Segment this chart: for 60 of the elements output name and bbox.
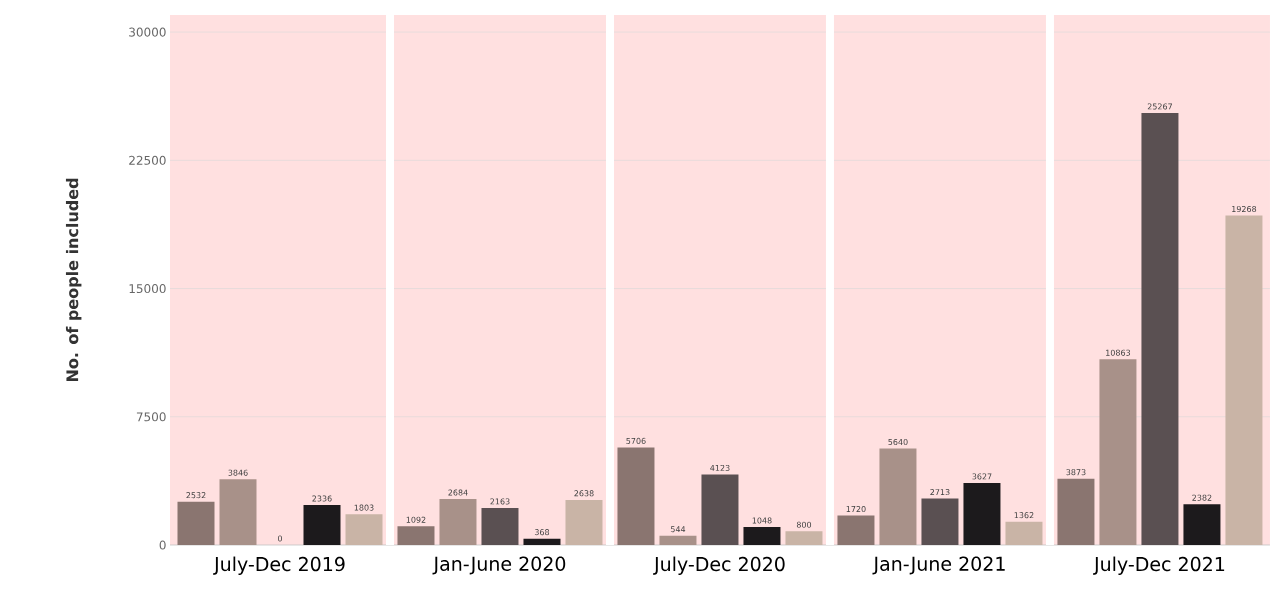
data-label: 19268 bbox=[1232, 205, 1257, 213]
bar bbox=[1057, 478, 1095, 545]
data-label: 2163 bbox=[490, 498, 510, 505]
bar bbox=[439, 499, 477, 545]
bar bbox=[565, 499, 603, 545]
bar bbox=[921, 498, 959, 545]
data-label: 10863 bbox=[1106, 349, 1131, 356]
data-label: 5706 bbox=[626, 437, 646, 444]
x-tick-label: July-Dec 2021 bbox=[1093, 556, 1225, 575]
data-label: 1362 bbox=[1014, 512, 1034, 519]
bar bbox=[345, 514, 383, 545]
data-label: 2382 bbox=[1192, 494, 1212, 501]
y-tick-label: 15000 bbox=[129, 284, 166, 294]
data-label: 368 bbox=[534, 529, 550, 536]
bar bbox=[1183, 504, 1221, 545]
data-label: 2684 bbox=[448, 489, 468, 496]
data-label: 0 bbox=[277, 535, 283, 542]
bar bbox=[523, 538, 561, 545]
data-label: 1092 bbox=[406, 516, 426, 523]
bar bbox=[785, 531, 823, 545]
x-tick-label: Jan-June 2021 bbox=[872, 556, 1005, 575]
data-label: 2638 bbox=[574, 490, 594, 497]
bar bbox=[1099, 359, 1137, 545]
data-label: 1803 bbox=[354, 504, 374, 511]
data-label: 800 bbox=[796, 521, 812, 528]
x-tick-label: July-Dec 2020 bbox=[653, 556, 785, 575]
bar bbox=[177, 501, 215, 545]
bar bbox=[481, 508, 519, 545]
bar bbox=[837, 515, 875, 545]
data-label: 3627 bbox=[972, 473, 992, 480]
bar bbox=[701, 474, 739, 545]
data-label: 4123 bbox=[710, 464, 730, 471]
data-label: 3873 bbox=[1066, 469, 1086, 476]
data-label: 544 bbox=[670, 526, 686, 533]
y-tick-label: 22500 bbox=[129, 155, 166, 165]
bar bbox=[617, 447, 655, 545]
x-tick-label: July-Dec 2019 bbox=[213, 556, 345, 575]
y-tick-label: 0 bbox=[159, 540, 166, 550]
data-label: 25267 bbox=[1147, 103, 1172, 110]
y-tick-label: 7500 bbox=[136, 412, 166, 422]
x-tick-label: Jan-June 2020 bbox=[432, 556, 566, 575]
bar bbox=[219, 479, 257, 545]
bar bbox=[1005, 521, 1043, 545]
data-label: 5640 bbox=[888, 438, 908, 446]
bar bbox=[659, 535, 697, 545]
bar bbox=[879, 448, 917, 545]
y-axis-title: No. of people included bbox=[65, 178, 82, 382]
data-label: 2713 bbox=[930, 489, 950, 496]
data-label: 1720 bbox=[846, 506, 866, 513]
bar bbox=[303, 505, 341, 545]
data-label: 1048 bbox=[752, 517, 772, 524]
data-label: 3846 bbox=[228, 469, 248, 476]
bar bbox=[963, 482, 1001, 545]
data-label: 2336 bbox=[312, 495, 332, 502]
data-label: 2532 bbox=[186, 492, 206, 499]
bar bbox=[1141, 113, 1179, 545]
bar bbox=[1225, 215, 1263, 545]
y-tick-label: 30000 bbox=[129, 27, 166, 37]
bar bbox=[743, 527, 781, 545]
bar bbox=[397, 526, 435, 545]
